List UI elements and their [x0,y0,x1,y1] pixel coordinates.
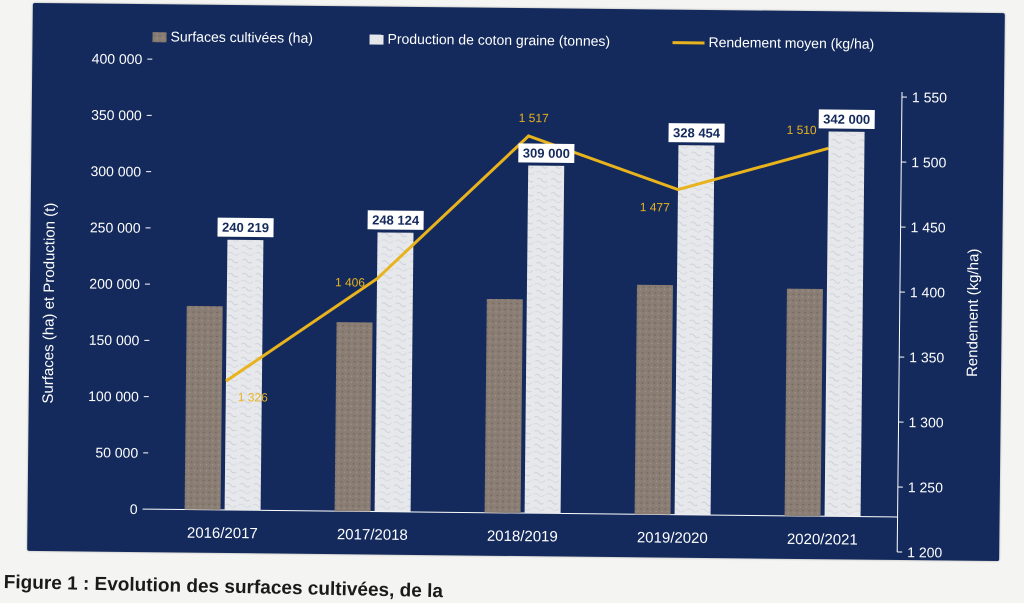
y2-tick-label: 1 250 [908,479,943,495]
y2-tick-label: 1 400 [910,284,945,300]
legend: Surfaces cultivées (ha) Production de co… [152,28,874,52]
bar-surfaces [484,298,523,514]
bar-surfaces [634,284,673,515]
bar-surfaces [184,305,223,510]
y-tick-label: 100 000 [88,388,139,405]
bar-production [224,239,264,511]
y-tick-label: 300 000 [90,163,141,180]
legend-label-production: Production de coton graine (tonnes) [387,31,610,49]
y2-axis-title: Rendement (kg/ha) [964,249,982,378]
production-value-label: 328 454 [673,125,721,140]
x-category-label: 2020/2021 [787,531,858,549]
bar-production [824,131,865,517]
yield-data-label: 1 517 [519,111,550,125]
bar-production [374,232,414,512]
yield-line-layer: 1 326 1 406 1 517 1 477 1 510 240 219 248 124 3… [217,109,875,405]
x-category-label: 2017/2018 [337,526,408,544]
yield-data-label: 1 510 [787,123,818,137]
legend-label-surfaces: Surfaces cultivées (ha) [170,28,313,45]
bar-production [674,145,715,516]
y-tick-label: 150 000 [89,332,140,349]
production-value-box [668,123,725,143]
production-value-box [518,143,575,163]
y2-tick-label: 1 350 [909,349,944,365]
production-value-box [217,217,274,238]
figure-caption: Figure 1 : Evolution des surfaces cultiv… [3,572,444,603]
y2-tick-labels: 1 200 1 250 1 300 1 350 1 400 1 450 1 500 1 550 [897,89,947,560]
bar-surfaces [334,322,373,512]
production-value-label: 309 000 [523,145,570,160]
yield-line [225,134,829,383]
chart-panel: Surfaces cultivées (ha) Production de co… [27,2,1005,562]
yield-data-label: 1 477 [640,200,671,214]
x-axis-line [147,508,898,518]
y2-tick-label: 1 450 [911,219,946,235]
chart-svg: Surfaces cultivées (ha) Production de co… [40,28,983,560]
y2-tick-label: 1 550 [912,89,947,105]
y2-tick-label: 1 500 [911,154,946,170]
y2-axis-line [896,92,903,553]
y-tick-label: 50 000 [95,444,138,460]
x-category-label: 2018/2019 [487,528,558,546]
production-value-label: 240 219 [222,220,269,235]
y-tick-label: 0 [130,501,138,517]
yield-data-label: 1 406 [335,275,366,289]
y-tick-labels: 0 50 000 100 000 150 000 200 000 250 000 300 0… [88,51,153,517]
legend-swatch-surfaces [152,32,167,43]
production-value-box [818,109,875,129]
legend-swatch-production [369,34,384,45]
x-category-label: 2019/2020 [637,529,708,547]
y-tick-label: 400 000 [92,51,143,68]
yield-data-label: 1 326 [238,390,269,404]
bar-production [524,165,565,514]
y-tick-label: 350 000 [91,107,142,124]
x-category-label: 2016/2017 [187,525,258,543]
production-value-label: 342 000 [823,111,870,126]
production-value-label: 248 124 [372,212,420,227]
bar-surfaces [784,288,823,517]
y2-tick-label: 1 200 [907,544,942,560]
y-axis-title: Surfaces (ha) et Production (t) [40,203,59,404]
legend-label-rendement: Rendement moyen (kg/ha) [708,34,874,52]
category-labels: 2016/2017 2017/2018 2018/2019 2019/2020 2020… [187,525,858,549]
production-value-box [367,210,424,230]
y-tick-label: 200 000 [89,276,140,293]
y2-tick-label: 1 300 [908,414,943,430]
y-tick-label: 250 000 [90,219,141,236]
bars [184,131,865,517]
